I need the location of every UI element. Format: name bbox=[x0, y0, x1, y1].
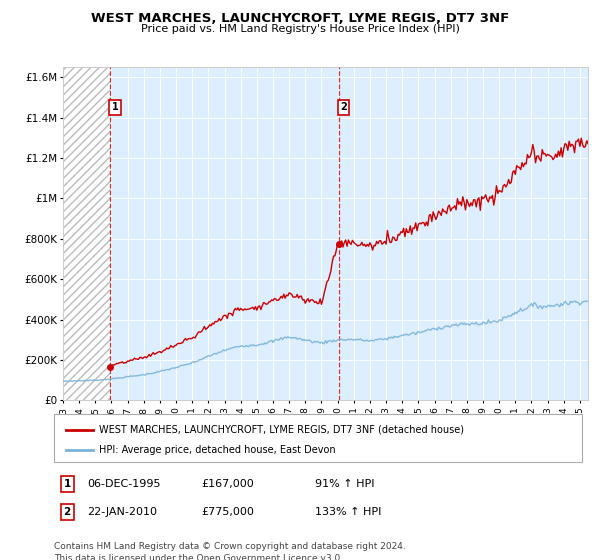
Text: 1: 1 bbox=[64, 479, 71, 489]
Text: 06-DEC-1995: 06-DEC-1995 bbox=[87, 479, 161, 489]
Text: 22-JAN-2010: 22-JAN-2010 bbox=[87, 507, 157, 517]
Text: 91% ↑ HPI: 91% ↑ HPI bbox=[315, 479, 374, 489]
Text: 133% ↑ HPI: 133% ↑ HPI bbox=[315, 507, 382, 517]
Text: WEST MARCHES, LAUNCHYCROFT, LYME REGIS, DT7 3NF (detached house): WEST MARCHES, LAUNCHYCROFT, LYME REGIS, … bbox=[99, 424, 464, 435]
Text: £167,000: £167,000 bbox=[201, 479, 254, 489]
Text: £775,000: £775,000 bbox=[201, 507, 254, 517]
Text: Price paid vs. HM Land Registry's House Price Index (HPI): Price paid vs. HM Land Registry's House … bbox=[140, 24, 460, 34]
Text: Contains HM Land Registry data © Crown copyright and database right 2024.
This d: Contains HM Land Registry data © Crown c… bbox=[54, 542, 406, 560]
Text: HPI: Average price, detached house, East Devon: HPI: Average price, detached house, East… bbox=[99, 445, 335, 455]
Text: 2: 2 bbox=[64, 507, 71, 517]
Text: 2: 2 bbox=[340, 102, 347, 112]
Text: 1: 1 bbox=[112, 102, 118, 112]
Text: WEST MARCHES, LAUNCHYCROFT, LYME REGIS, DT7 3NF: WEST MARCHES, LAUNCHYCROFT, LYME REGIS, … bbox=[91, 12, 509, 25]
